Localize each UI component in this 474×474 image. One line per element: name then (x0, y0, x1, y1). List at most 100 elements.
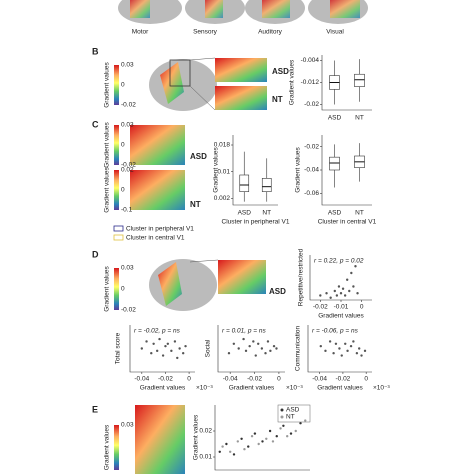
point (299, 422, 302, 425)
point (181, 352, 185, 355)
point (225, 442, 228, 446)
y-tick-label: -0.02 (304, 143, 319, 150)
axis (307, 325, 372, 373)
y-tick-label: -0.004 (301, 57, 320, 64)
x-axis-label: Gradient values (140, 385, 186, 392)
point (328, 340, 332, 343)
point (334, 342, 338, 345)
colorbar-label: Gradient values (104, 166, 111, 212)
point (282, 424, 285, 427)
point (324, 349, 327, 353)
point (268, 429, 272, 433)
x-tick-label: NT (262, 210, 271, 217)
box (354, 73, 365, 87)
y-tick-label: 0.01 (217, 168, 230, 175)
point (257, 342, 260, 345)
y-axis-label: Gradient values (289, 59, 296, 105)
point (275, 347, 278, 350)
annotation: r = 0.22, p = 0.02 (314, 258, 364, 265)
point (346, 349, 349, 353)
panel-label: E (92, 404, 98, 414)
point (358, 347, 361, 350)
x-tick-label: -0.02 (313, 304, 328, 311)
colorbar-tick: -0.02 (121, 307, 136, 314)
annotation: r = 0.01, p = ns (222, 328, 266, 335)
point (350, 271, 353, 275)
point (232, 342, 236, 345)
x-tick-label: -0.01 (334, 304, 349, 311)
point (266, 340, 270, 343)
point (145, 340, 148, 343)
y-tick-label: 0.01 (199, 454, 212, 461)
point (352, 285, 355, 288)
x-tick-label: ASD (328, 115, 342, 122)
point (243, 448, 246, 451)
point (221, 445, 224, 448)
point (304, 419, 307, 422)
point (325, 292, 328, 295)
point (340, 354, 343, 357)
point (248, 344, 251, 348)
network-label: Motor (132, 29, 149, 36)
colorbar-tick: -0.1 (121, 207, 133, 214)
point (237, 347, 240, 350)
point (260, 347, 264, 350)
x-tick-label: ASD (238, 210, 252, 217)
axis-multiplier: ×10⁻³ (196, 385, 213, 392)
colorbar-label: Gradient values (104, 424, 111, 470)
point (254, 354, 257, 357)
network-label: Visual (326, 29, 344, 36)
point (360, 354, 363, 357)
y-tick-label: 0.002 (214, 195, 231, 202)
point (140, 347, 144, 350)
x-axis-label: Cluster in central V1 (318, 219, 377, 226)
network-label: Auditory (258, 29, 283, 36)
point (158, 337, 161, 341)
legend-label: ASD (286, 407, 300, 414)
legend-marker (280, 408, 284, 412)
point (173, 340, 177, 343)
point (335, 294, 339, 297)
group-tag: NT (190, 200, 201, 209)
y-axis-label: Gradient values (295, 146, 302, 192)
axis (321, 135, 372, 206)
point (348, 289, 351, 293)
panel-label: C (92, 119, 99, 129)
panel-label: B (92, 46, 99, 56)
point (184, 344, 187, 348)
axis (129, 325, 195, 373)
legend-label: Cluster in peripheral V1 (126, 226, 194, 233)
point (286, 435, 289, 438)
x-tick-label: NT (355, 210, 364, 217)
x-tick-label: 0 (277, 376, 281, 383)
point (257, 442, 260, 446)
group-tag: ASD (269, 287, 286, 296)
point (164, 344, 167, 348)
colorbar-tick: 0.03 (121, 62, 134, 69)
point (176, 356, 179, 360)
colorbar-tick: 0 (121, 187, 125, 194)
point (269, 349, 272, 353)
point (356, 292, 359, 295)
group-tag: ASD (272, 67, 289, 76)
point (333, 289, 336, 293)
legend-box (277, 404, 311, 423)
point (236, 440, 239, 443)
y-axis-label: Total score (115, 332, 122, 364)
point (337, 285, 341, 288)
y-axis-label: Gradient values (193, 414, 200, 460)
axis (217, 325, 285, 373)
legend-label: NT (286, 414, 295, 421)
legend-marker (280, 415, 284, 419)
point (332, 352, 335, 355)
point (272, 344, 276, 348)
point (242, 337, 245, 341)
point (271, 440, 275, 443)
annotation: r = -0.06, p = ns (312, 328, 359, 335)
colorbar-tick: 0.03 (121, 122, 134, 129)
colorbar-label: Gradient values (104, 61, 111, 107)
point (227, 352, 231, 355)
point (341, 287, 345, 290)
point (319, 294, 322, 297)
